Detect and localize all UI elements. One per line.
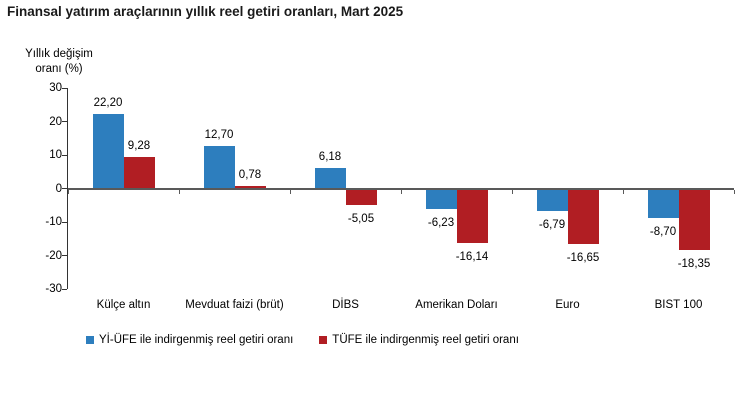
- y-axis-title-line2: oranı (%): [35, 63, 83, 75]
- y-axis-tick-label: 0: [55, 182, 62, 195]
- legend-swatch-icon: [319, 336, 328, 344]
- y-axis-tick: [62, 288, 67, 290]
- y-axis-tick: [62, 188, 67, 189]
- legend-label: TÜFE ile indirgenmiş reel getiri oranı: [332, 334, 519, 346]
- category-label: BIST 100: [654, 299, 703, 311]
- x-axis-tick: [67, 189, 69, 194]
- bar-value-label: 0,78: [238, 168, 262, 181]
- x-axis-tick: [733, 189, 735, 194]
- bar-value-label: 22,20: [93, 97, 123, 110]
- bar-yiufe-6: [647, 189, 679, 218]
- bar-value-label: -6,23: [427, 217, 455, 230]
- bar-tufe-2: [234, 185, 266, 189]
- legend-label: Yİ-ÜFE ile indirgenmiş reel getiri oranı: [99, 334, 294, 346]
- legend: Yİ-ÜFE ile indirgenmiş reel getiri oranı…: [86, 334, 519, 346]
- y-axis-tick: [62, 255, 67, 256]
- bar-tufe-4: [456, 189, 488, 243]
- x-axis-tick: [400, 189, 402, 194]
- bar-value-label: -8,70: [649, 225, 677, 238]
- legend-item-yiufe: Yİ-ÜFE ile indirgenmiş reel getiri oranı: [86, 334, 293, 346]
- x-axis-tick: [289, 189, 291, 194]
- category-label: Amerikan Doları: [415, 299, 498, 311]
- x-axis-tick: [511, 189, 513, 194]
- y-axis-tick-label: -10: [45, 216, 62, 228]
- bar-value-label: -16,14: [455, 250, 489, 263]
- bar-value-label: -18,35: [677, 257, 711, 270]
- bar-value-label: -5,05: [347, 213, 375, 226]
- y-axis-tick-label: -20: [45, 249, 62, 262]
- chart-title: Finansal yatırım araçlarının yıllık reel…: [7, 4, 404, 19]
- y-axis-tick-label: 10: [49, 149, 62, 161]
- y-axis-tick: [62, 121, 67, 122]
- category-label: Külçe altın: [96, 299, 151, 311]
- y-axis-title-line1: Yıllık değişim: [25, 48, 93, 60]
- y-axis-tick: [62, 221, 67, 223]
- y-axis-tick: [62, 87, 67, 89]
- bar-tufe-1: [123, 157, 155, 189]
- bar-yiufe-5: [536, 189, 568, 212]
- category-label: Mevduat faizi (brüt): [185, 299, 284, 311]
- y-axis-tick-label: -30: [45, 283, 62, 295]
- bar-value-label: -16,65: [566, 252, 600, 265]
- bar-value-label: 6,18: [318, 150, 342, 163]
- bar-yiufe-2: [203, 145, 235, 189]
- bar-tufe-6: [678, 189, 710, 250]
- legend-item-tufe: TÜFE ile indirgenmiş reel getiri oranı: [319, 334, 519, 346]
- x-axis-tick: [178, 189, 180, 194]
- bar-tufe-5: [567, 189, 599, 245]
- bar-value-label: 9,28: [127, 140, 151, 153]
- bar-value-label: -6,79: [538, 219, 566, 232]
- bar-yiufe-1: [92, 114, 124, 189]
- y-axis-title: Yıllık değişim oranı (%): [9, 47, 109, 77]
- zero-baseline: [68, 187, 734, 190]
- bar-value-label: 12,70: [204, 128, 234, 141]
- bar-tufe-3: [345, 189, 377, 206]
- y-axis-line: [67, 88, 68, 289]
- bar-yiufe-3: [314, 167, 346, 189]
- y-axis-tick-label: 30: [49, 82, 62, 94]
- legend-swatch-icon: [86, 336, 94, 344]
- y-axis-tick: [62, 154, 67, 156]
- category-label: DİBS: [332, 299, 359, 311]
- bar-yiufe-4: [425, 189, 457, 210]
- y-axis-tick-label: 20: [49, 115, 62, 128]
- x-axis-tick: [622, 189, 624, 194]
- category-label: Euro: [555, 299, 580, 311]
